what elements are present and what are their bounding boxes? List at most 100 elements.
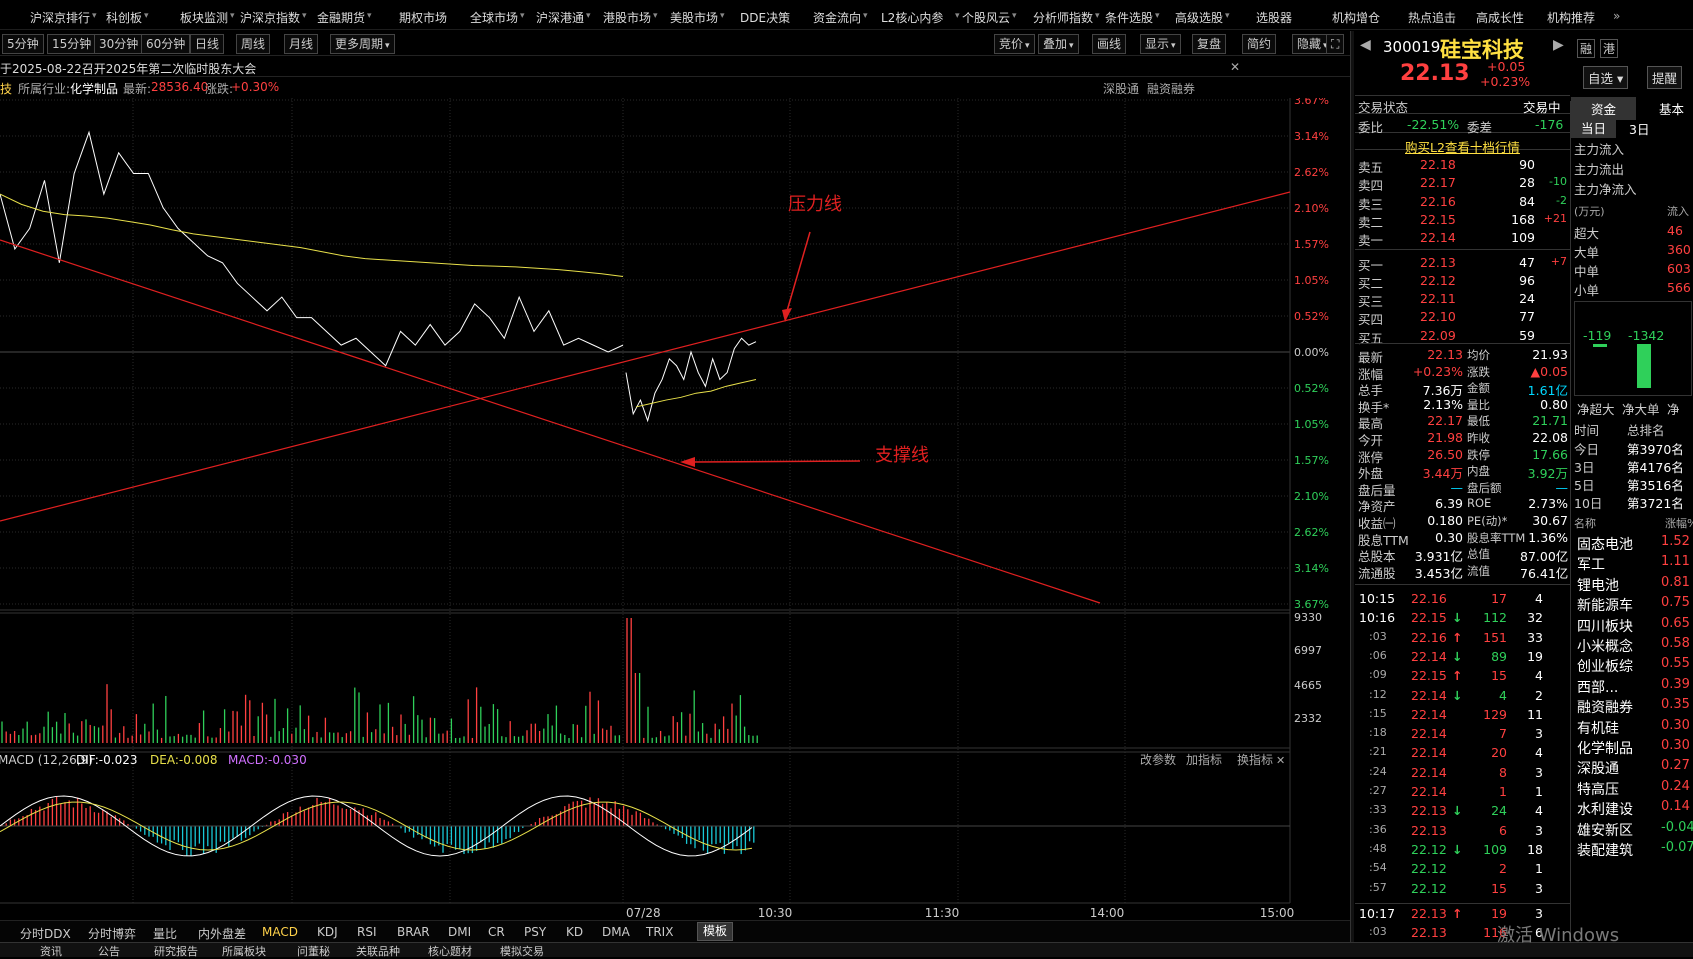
toolbar-btn-2[interactable]: 画线 — [1092, 34, 1127, 54]
footer-tab-2[interactable]: 研究报告 — [154, 945, 198, 958]
menu-item-2[interactable]: 板块监测 — [180, 11, 229, 25]
orderbook-price[interactable]: 22.17 — [1420, 175, 1456, 191]
sector-name[interactable]: 固态电池 — [1577, 537, 1633, 553]
sector-name[interactable]: 小米概念 — [1577, 639, 1633, 655]
indicator-tab-6[interactable]: RSI — [357, 925, 377, 939]
fund-tab-capital[interactable]: 资金 — [1571, 97, 1637, 120]
orderbook-price[interactable]: 22.12 — [1420, 272, 1456, 288]
menu-item-15[interactable]: 条件选股 — [1105, 11, 1154, 25]
footer-tab-1[interactable]: 公告 — [98, 945, 120, 958]
menu-item-18[interactable]: 机构增仓 — [1332, 11, 1381, 25]
menu-item-17[interactable]: 选股器 — [1256, 11, 1293, 25]
period-btn-6[interactable]: 月线 — [284, 34, 319, 54]
period-btn-5[interactable]: 周线 — [236, 34, 271, 54]
period-btn-4[interactable]: 日线 — [190, 34, 225, 54]
indicator-tab-14[interactable]: 模板 — [697, 922, 734, 941]
menu-more-icon[interactable]: » — [1613, 9, 1621, 23]
link-sgt[interactable]: 深股通 — [1103, 82, 1140, 96]
indicator-tab-12[interactable]: DMA — [602, 925, 630, 939]
menu-item-19[interactable]: 热点追击 — [1408, 11, 1457, 25]
link-margin[interactable]: 融资融券 — [1147, 82, 1196, 96]
menu-item-11[interactable]: 资金流向 — [813, 11, 862, 25]
close-icon[interactable]: ✕ — [1230, 60, 1241, 74]
menu-item-10[interactable]: DDE决策 — [740, 11, 791, 25]
menu-item-13[interactable]: 个股风云 — [962, 11, 1011, 25]
menu-item-0[interactable]: 沪深京排行 — [30, 11, 91, 25]
sector-name[interactable]: 新能源车 — [1577, 598, 1633, 615]
industry-value[interactable]: 化学制品 — [70, 82, 119, 96]
toolbar-btn-1[interactable]: 叠加 ▾ — [1038, 34, 1079, 54]
fund-tab-basic[interactable]: 基本 — [1659, 102, 1685, 117]
indicator-tab-0[interactable]: 分时DDX — [20, 927, 71, 941]
alert-button[interactable]: 提醒 — [1647, 66, 1683, 89]
menu-item-16[interactable]: 高级选股 — [1175, 11, 1224, 25]
sector-name[interactable]: 装配建筑 — [1577, 843, 1633, 859]
sector-name[interactable]: 有机硅 — [1577, 720, 1619, 737]
sector-name[interactable]: 雄安新区 — [1577, 822, 1633, 839]
sector-name[interactable]: 军工 — [1577, 557, 1605, 574]
sector-name[interactable]: 四川板块 — [1577, 618, 1633, 635]
intraday-chart[interactable]: 3.67% 3.14% 2.62% 2.10% 1.57% 1.05% 0.52% 0.00%… — [0, 98, 1350, 920]
sector-name[interactable]: 特高压 — [1577, 781, 1619, 798]
period-btn-0[interactable]: 5分钟 — [2, 34, 44, 54]
watch-button[interactable]: 自选 ▾ — [1583, 66, 1629, 89]
menu-item-6[interactable]: 全球市场 — [470, 11, 519, 25]
indicator-tab-10[interactable]: PSY — [524, 925, 547, 939]
period-btn-3[interactable]: 60分钟 — [141, 34, 191, 54]
indicator-tab-1[interactable]: 分时博弈 — [88, 927, 137, 941]
sector-name[interactable]: 西部... — [1577, 679, 1619, 696]
period-btn-2[interactable]: 30分钟 — [94, 34, 144, 54]
menu-item-21[interactable]: 机构推荐 — [1547, 11, 1596, 25]
sector-name[interactable]: 深股通 — [1577, 761, 1619, 778]
orderbook-price[interactable]: 22.15 — [1420, 211, 1456, 227]
expand-icon[interactable]: ⛶ — [1326, 34, 1345, 54]
indicator-tab-4[interactable]: MACD — [262, 925, 298, 939]
orderbook-price[interactable]: 22.09 — [1420, 327, 1456, 343]
toolbar-btn-4[interactable]: 复盘 — [1192, 34, 1227, 54]
footer-tab-7[interactable]: 模拟交易 — [500, 945, 544, 958]
indicator-tab-3[interactable]: 内外盘差 — [198, 927, 247, 941]
menu-item-14[interactable]: 分析师指数 — [1033, 11, 1094, 25]
footer-tab-6[interactable]: 核心题材 — [428, 945, 472, 958]
next-stock-icon[interactable]: ▶ — [1553, 37, 1564, 53]
footer-tab-3[interactable]: 所属板块 — [222, 945, 266, 958]
indicator-tab-8[interactable]: DMI — [448, 925, 472, 939]
orderbook-price[interactable]: 22.18 — [1420, 157, 1456, 172]
sector-name[interactable]: 创业板综 — [1577, 659, 1633, 676]
toolbar-btn-3[interactable]: 显示 ▾ — [1140, 34, 1181, 54]
period-btn-7[interactable]: 更多周期 ▾ — [330, 34, 395, 54]
menu-item-12[interactable]: L2核心内参 — [881, 11, 944, 25]
period-btn-1[interactable]: 15分钟 — [47, 34, 97, 54]
menu-item-9[interactable]: 美股市场 — [670, 11, 719, 25]
sector-name[interactable]: 融资融券 — [1577, 700, 1633, 717]
panel-divider[interactable] — [1350, 31, 1354, 942]
sector-name[interactable]: 水利建设 — [1577, 802, 1633, 819]
menu-item-8[interactable]: 港股市场 — [603, 11, 652, 25]
indicator-tab-9[interactable]: CR — [488, 925, 505, 939]
toolbar-btn-5[interactable]: 简约 — [1242, 34, 1277, 54]
orderbook-price[interactable]: 22.13 — [1420, 254, 1456, 270]
orderbook-price[interactable]: 22.10 — [1420, 309, 1456, 325]
indicator-tab-5[interactable]: KDJ — [317, 925, 338, 939]
footer-tab-0[interactable]: 资讯 — [40, 945, 62, 958]
menu-item-4[interactable]: 金融期货 — [317, 11, 366, 25]
l2-promo-link[interactable]: 购买L2查看十档行情 — [1405, 140, 1520, 155]
orderbook-price[interactable]: 22.14 — [1420, 230, 1456, 246]
menu-item-5[interactable]: 期权市场 — [399, 11, 448, 25]
orderbook-price[interactable]: 22.11 — [1420, 291, 1456, 307]
sector-name[interactable]: 锂电池 — [1577, 577, 1619, 594]
menu-item-3[interactable]: 沪深京指数 — [240, 11, 301, 25]
indicator-tab-13[interactable]: TRIX — [646, 925, 674, 939]
menu-item-7[interactable]: 沪深港通 — [536, 11, 585, 25]
menu-item-20[interactable]: 高成长性 — [1476, 11, 1525, 25]
indicator-tab-11[interactable]: KD — [566, 925, 584, 939]
sector-name[interactable]: 化学制品 — [1577, 741, 1633, 757]
indicator-tab-2[interactable]: 量比 — [153, 927, 178, 941]
orderbook-price[interactable]: 22.16 — [1420, 193, 1456, 209]
menu-item-1[interactable]: 科创板 — [106, 11, 143, 25]
footer-tab-5[interactable]: 关联品种 — [356, 945, 400, 958]
period-tab-3d[interactable]: 3日 — [1629, 122, 1650, 137]
tag-margin[interactable]: 融 — [1577, 39, 1596, 58]
tag-hk[interactable]: 港 — [1600, 39, 1619, 58]
prev-stock-icon[interactable]: ◀ — [1360, 37, 1371, 53]
